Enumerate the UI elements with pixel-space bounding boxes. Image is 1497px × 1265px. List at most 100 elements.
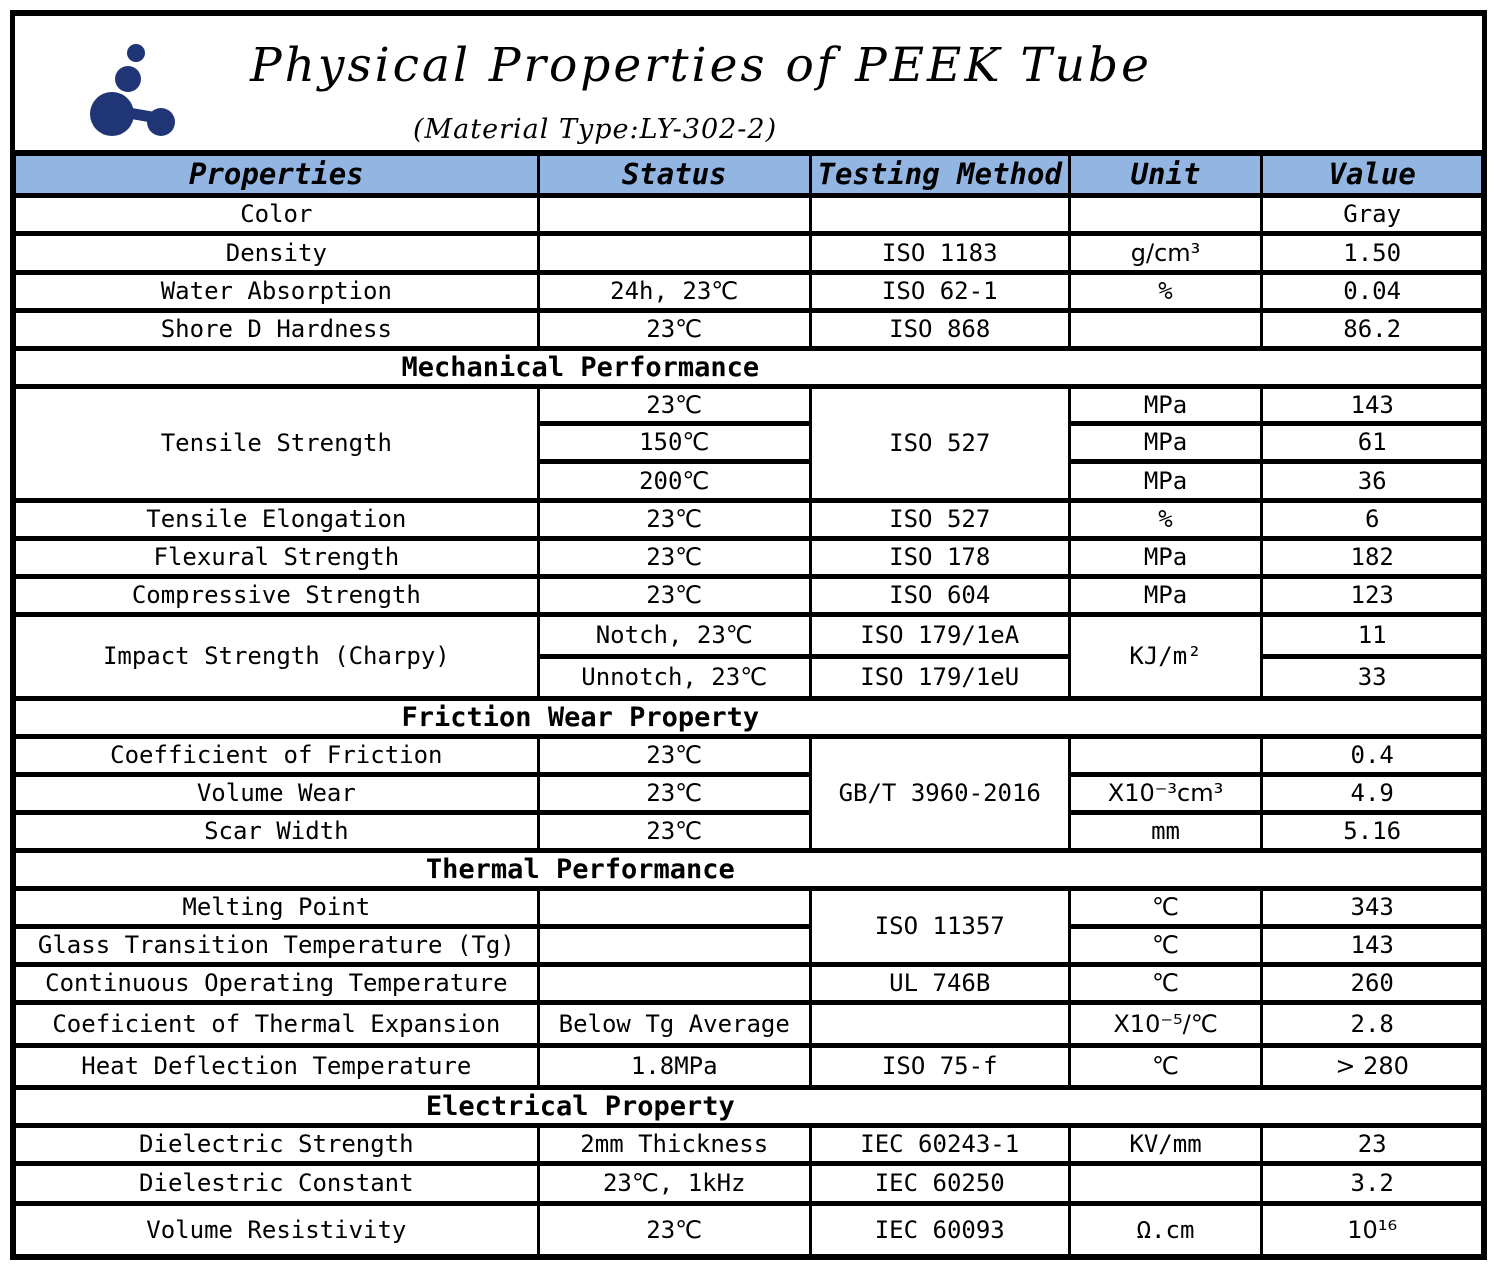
company-logo-icon: [90, 44, 175, 136]
table-row: Glass Transition Temperature (Tg) ℃ 143: [11, 923, 1486, 967]
table-cell: [536, 923, 812, 967]
table-row: 150℃ MPa 61: [13, 420, 1486, 464]
table-cell: [1067, 192, 1264, 236]
table-cell: Tensile Strength: [11, 383, 540, 503]
column-header-testing-method: Testing Method: [808, 150, 1071, 198]
table-cell: [1067, 307, 1264, 351]
table-cell: Below Tg Average: [536, 999, 812, 1048]
table-row: Compressive Strength 23℃ ISO 604 MPa 123: [11, 573, 1486, 617]
table-row: Dielestric Constant 23℃, 1kHz IEC 60250 3.2: [11, 1160, 1486, 1206]
table-cell: 143: [1260, 923, 1486, 967]
table-cell: > 280: [1260, 1042, 1486, 1090]
table-cell: ISO 527: [808, 497, 1071, 541]
table-cell: 10¹⁶: [1260, 1200, 1486, 1260]
table-cell: 23℃: [536, 497, 812, 541]
table-cell: ISO 75-f: [808, 1042, 1071, 1090]
table-row: Dielectric Strength 2mm Thickness IEC 6024…: [11, 1122, 1486, 1166]
molecule-logo-shapes: [90, 44, 175, 136]
table-row: Tensile Elongation 23℃ ISO 527% 6: [11, 497, 1486, 541]
table-cell: 123: [1260, 573, 1486, 617]
table-cell: Tensile Elongation: [11, 497, 540, 541]
table-cell: [536, 230, 812, 275]
table-cell: ISO 179/1eU: [808, 653, 1071, 701]
title-block: Physical Properties of PEEK Tube (Materi…: [10, 10, 1487, 150]
column-header-unit: Unit: [1067, 150, 1264, 198]
table-cell: X10⁻³cm³: [1067, 771, 1264, 815]
table-row: Volume Resistivity 23℃ IEC 60093 Ω.cm 10¹⁶: [11, 1200, 1486, 1260]
table-cell: Water Absorption: [11, 269, 540, 313]
table-cell: 23℃: [536, 809, 812, 853]
table-cell: Ω.cm: [1067, 1200, 1264, 1260]
table-body: Color Gray Density ISO 1183 g/cm³ 1.50 Water A…: [11, 192, 1486, 1260]
table-row: Continuous Operating Temperature UL 746B ℃…: [11, 961, 1486, 1005]
table-cell: ISO 868: [808, 307, 1071, 351]
table-cell: Melting Point: [11, 885, 540, 929]
table-cell: IEC 60250: [808, 1160, 1071, 1206]
table-cell: 11: [1260, 611, 1486, 659]
table-cell: MPa: [1067, 458, 1264, 503]
table-cell: 0.04: [1260, 269, 1486, 313]
table-cell: 5.16: [1260, 809, 1486, 853]
column-header-properties: Properties: [11, 150, 540, 198]
table-cell: g/cm³: [1067, 230, 1264, 275]
table-cell: Density: [11, 230, 540, 275]
table-row: Coefficient of Friction 23℃ GB/T 3960-2016…: [11, 733, 1486, 853]
table-row: Scar Width 23℃ mm 5.16: [11, 809, 1486, 853]
table-cell: [536, 885, 812, 929]
table-cell: 150℃: [536, 420, 812, 464]
table-cell: KV/mm: [1067, 1122, 1264, 1166]
table-cell: 23℃: [536, 771, 812, 815]
section-title: Friction Wear Property: [11, 695, 1486, 739]
table-cell: Glass Transition Temperature (Tg): [11, 923, 540, 967]
table-row: Shore D Hardness 23℃ ISO 868 86.2: [11, 307, 1486, 351]
table-cell: MPa: [1067, 420, 1264, 464]
table-cell: Impact Strength (Charpy): [11, 611, 540, 701]
table-cell: MPa: [1067, 383, 1264, 426]
table-cell: 23℃: [536, 1200, 812, 1260]
table-cell: 23℃: [536, 733, 812, 777]
table-cell: %: [1067, 497, 1264, 541]
table-cell: MPa: [1067, 573, 1264, 617]
table-cell: 23℃: [536, 573, 812, 617]
table-cell: [536, 961, 812, 1005]
table-cell: IEC 60093: [808, 1200, 1071, 1260]
table-row: Heat Deflection Temperature 1.8MPa ISO 75-…: [11, 1042, 1486, 1090]
table-cell: MPa: [1067, 535, 1264, 579]
datasheet: Physical Properties of PEEK Tube (Materi…: [10, 10, 1487, 1260]
table-cell: KJ/m²: [1067, 611, 1264, 701]
table-cell: UL 746B: [808, 961, 1071, 1005]
table-row: Tensile Strength 23℃ ISO 527 MPa 143: [11, 383, 1486, 503]
properties-table: Properties Status Testing Method Unit Va…: [10, 150, 1487, 1260]
table-cell: 200℃: [536, 458, 812, 503]
table-row: Volume Wear 23℃ X10⁻³cm³ 4.9: [11, 771, 1486, 815]
table-cell: [1067, 1160, 1264, 1206]
table-cell: Notch, 23℃: [536, 611, 812, 659]
table-cell: 3.2: [1260, 1160, 1486, 1206]
section-row: Mechanical Performance: [11, 345, 1486, 389]
table-cell: 260: [1260, 961, 1486, 1005]
table-row: Color Gray: [11, 192, 1486, 236]
table-row: Coeficient of Thermal Expansion Below Tg …: [11, 999, 1486, 1048]
table-cell: Volume Resistivity: [11, 1200, 540, 1260]
table-cell: 23℃: [536, 383, 812, 426]
table-cell: 86.2: [1260, 307, 1486, 351]
table-cell: Heat Deflection Temperature: [11, 1042, 540, 1090]
section-title: Mechanical Performance: [11, 345, 1486, 389]
section-title: Electrical Property: [11, 1084, 1486, 1128]
table-cell: 36: [1260, 458, 1486, 503]
table-cell: IEC 60243-1: [808, 1122, 1071, 1166]
section-row: Friction Wear Property: [11, 695, 1486, 739]
table-cell: Continuous Operating Temperature: [11, 961, 540, 1005]
section-row: Thermal Performance: [11, 847, 1486, 891]
column-header-status: Status: [536, 150, 812, 198]
table-cell: ISO 527: [808, 383, 1071, 503]
table-row: Flexural Strength 23℃ ISO 178 MPa 182: [11, 535, 1486, 579]
table-cell: 23℃: [536, 535, 812, 579]
table-cell: 1.8MPa: [536, 1042, 812, 1090]
table-cell: 6: [1260, 497, 1486, 541]
table-cell: 4.9: [1260, 771, 1486, 815]
table-cell: 182: [1260, 535, 1486, 579]
table-cell: Shore D Hardness: [11, 307, 540, 351]
page-title: Physical Properties of PEEK Tube: [250, 38, 1152, 93]
